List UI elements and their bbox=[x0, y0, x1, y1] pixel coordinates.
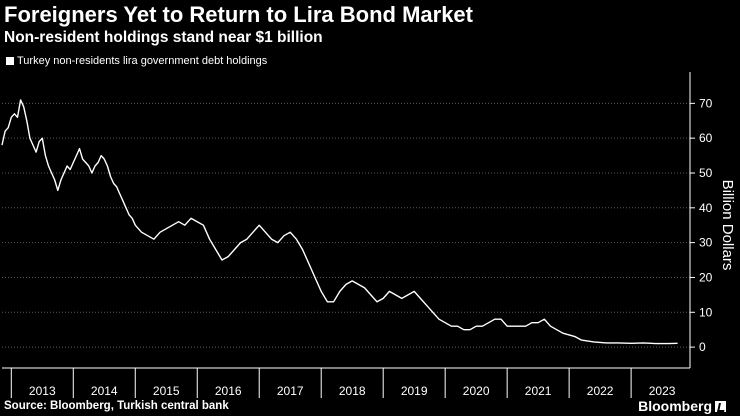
source-note: Source: Bloomberg, Turkish central bank bbox=[4, 400, 229, 412]
x-tick-label-2013: 2013 bbox=[29, 384, 56, 398]
brand-name: Bloomberg bbox=[638, 398, 712, 414]
bloomberg-mark-icon bbox=[715, 400, 726, 412]
chart-legend: Turkey non-residents lira government deb… bbox=[6, 55, 267, 67]
x-tick-label-2022: 2022 bbox=[587, 384, 614, 398]
x-tick-label-2018: 2018 bbox=[339, 384, 366, 398]
y-tick-label-70: 70 bbox=[699, 96, 713, 110]
chart-subtitle: Non-resident holdings stand near $1 bill… bbox=[4, 29, 323, 46]
x-tick-label-2015: 2015 bbox=[153, 384, 180, 398]
legend-label: Turkey non-residents lira government deb… bbox=[17, 55, 268, 67]
y-tick-label-0: 0 bbox=[699, 340, 706, 354]
x-tick-label-2014: 2014 bbox=[91, 384, 118, 398]
y-tick-label-40: 40 bbox=[699, 201, 713, 215]
y-tick-label-10: 10 bbox=[699, 305, 713, 319]
chart-title: Foreigners Yet to Return to Lira Bond Ma… bbox=[4, 2, 473, 27]
x-tick-label-2017: 2017 bbox=[277, 384, 304, 398]
y-axis-label: Billion Dollars bbox=[719, 180, 736, 271]
legend-swatch bbox=[6, 57, 14, 65]
x-tick-label-2016: 2016 bbox=[215, 384, 242, 398]
series-line-0 bbox=[1, 99, 678, 345]
y-tick-label-50: 50 bbox=[699, 166, 713, 180]
gridlines bbox=[2, 102, 690, 348]
x-tick-label-2023: 2023 bbox=[649, 384, 676, 398]
x-tick-label-2020: 2020 bbox=[463, 384, 490, 398]
x-tick-label-2021: 2021 bbox=[525, 384, 552, 398]
y-tick-label-30: 30 bbox=[699, 236, 713, 250]
series-layer bbox=[1, 99, 678, 345]
y-tick-label-60: 60 bbox=[699, 131, 713, 145]
brand-logo: Bloomberg bbox=[638, 398, 726, 414]
x-tick-label-2019: 2019 bbox=[401, 384, 428, 398]
axes: 0 10 20 30 40 50 60 70 2013 2014 2015 2016 2017 2018 2… bbox=[2, 72, 713, 398]
y-tick-label-20: 20 bbox=[699, 270, 713, 284]
